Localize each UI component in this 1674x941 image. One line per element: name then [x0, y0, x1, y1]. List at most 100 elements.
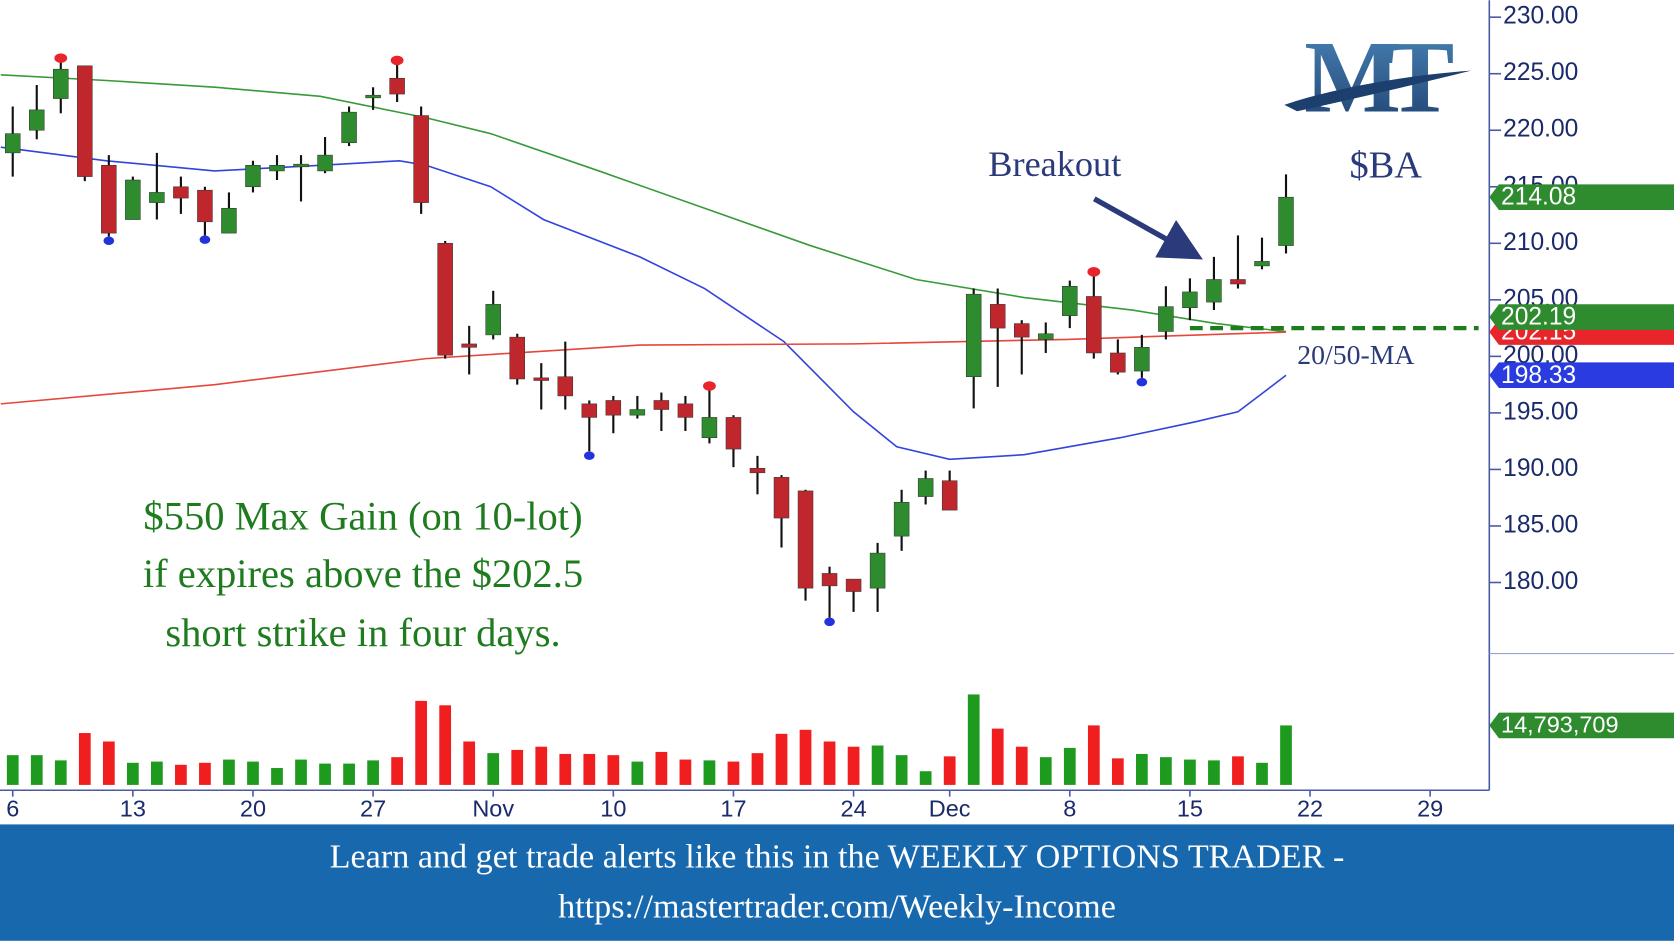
pivot-low-marker [824, 617, 835, 627]
x-tick-label: 24 [841, 796, 867, 822]
volume-bar [391, 757, 403, 785]
volume-bar [175, 764, 187, 785]
pivot-low-marker [583, 451, 595, 460]
candle-body [917, 478, 934, 497]
volume-bar [199, 762, 211, 785]
candle-body [77, 65, 93, 177]
volume-bar [727, 761, 740, 785]
candle-body [845, 578, 862, 592]
candle-body [1254, 261, 1270, 267]
candle-body [725, 417, 742, 450]
volume-bar [583, 753, 596, 785]
volume-bar [871, 745, 884, 785]
volume-bar [511, 749, 524, 785]
candle-body [245, 165, 261, 188]
price-tag-label: 202.19 [1501, 304, 1576, 331]
pivot-high-marker [390, 55, 404, 66]
banner-line: https://mastertrader.com/Weekly-Income [558, 889, 1116, 926]
banner-text: Learn and get trade alerts like this in … [330, 838, 1345, 925]
price-tag-label: 198.33 [1501, 362, 1576, 389]
note-line: if expires above the $202.5 [143, 551, 583, 596]
volume-bar [559, 753, 572, 785]
x-tick-label: 22 [1297, 796, 1323, 822]
candle-body [1014, 323, 1030, 338]
volume-bar [463, 741, 476, 785]
y-tick-label: 195.00 [1503, 398, 1578, 425]
candle-body [1206, 279, 1222, 303]
candle-body [1278, 196, 1294, 246]
candle-body [701, 417, 718, 439]
pivot-high-marker [1087, 267, 1101, 277]
volume-bar [295, 759, 307, 785]
candle-body [1230, 279, 1246, 285]
candle-body [413, 115, 429, 203]
candle-body [101, 165, 117, 234]
pivot-high-marker [54, 53, 68, 63]
volume-bar [1208, 760, 1220, 785]
candle-body [653, 400, 670, 410]
volume-bar [895, 755, 908, 785]
candle-body [149, 192, 165, 203]
volume-bar [823, 741, 836, 785]
volume-bar [151, 761, 163, 785]
price-tag [1489, 362, 1674, 389]
candle-body [773, 477, 790, 519]
candle-body [1158, 306, 1174, 332]
candle-body [4, 133, 21, 154]
volume-bar [102, 741, 115, 785]
candle-body [557, 376, 574, 397]
price-tag-label: 214.08 [1501, 184, 1576, 211]
candle-body [461, 343, 477, 348]
candle-body [893, 501, 910, 537]
price-tag [1489, 184, 1674, 210]
candle-body [1110, 352, 1126, 373]
volume-bar [439, 705, 452, 785]
y-tick-label: 180.00 [1503, 568, 1578, 595]
volume-bar [1039, 757, 1052, 785]
volume-bar [54, 760, 67, 785]
volume-bar [751, 753, 764, 785]
y-tick-label: 185.00 [1503, 511, 1578, 538]
candle-body [1182, 291, 1198, 309]
x-tick-label: 27 [360, 796, 386, 822]
pivot-low-marker [199, 235, 211, 244]
x-tick-label: 20 [240, 796, 266, 822]
candle-body [629, 409, 646, 416]
volume-bar [1160, 757, 1172, 785]
candle-body [1134, 347, 1150, 372]
volume-bar [1111, 758, 1124, 785]
volume-bar [535, 746, 548, 785]
volume-bar [415, 700, 428, 785]
volume-bar [30, 755, 43, 785]
y-tick-label: 230.00 [1503, 3, 1578, 30]
volume-bar [247, 761, 259, 785]
y-tick-label: 225.00 [1503, 59, 1578, 86]
volume-bar [919, 771, 932, 785]
volume-bar [1280, 725, 1292, 785]
volume-bar [631, 761, 644, 785]
banner [0, 824, 1674, 941]
volume-bar [847, 746, 860, 785]
candle-body [1086, 296, 1102, 354]
banner-line: Learn and get trade alerts like this in … [330, 838, 1345, 875]
axis-layer: 180.00185.00190.00195.00200.00205.00210.… [0, 0, 1674, 822]
volume-bar [1232, 756, 1244, 785]
volume-bar [943, 756, 956, 785]
candle-body [1062, 286, 1078, 316]
volume-bar [775, 733, 788, 785]
volume-bar [271, 768, 283, 785]
x-tick-label: 13 [120, 796, 146, 822]
volume-bar [703, 760, 716, 785]
volume-bar [655, 751, 668, 785]
volume-bar [967, 694, 980, 785]
logo: MT [1284, 21, 1472, 134]
breakout-arrow [1092, 196, 1203, 260]
volume-tag [1489, 712, 1674, 739]
candle-body [821, 573, 838, 587]
candle-body [797, 490, 814, 589]
volume-bar [223, 759, 235, 785]
volume-bar [1015, 746, 1028, 785]
candle-body [341, 111, 357, 143]
